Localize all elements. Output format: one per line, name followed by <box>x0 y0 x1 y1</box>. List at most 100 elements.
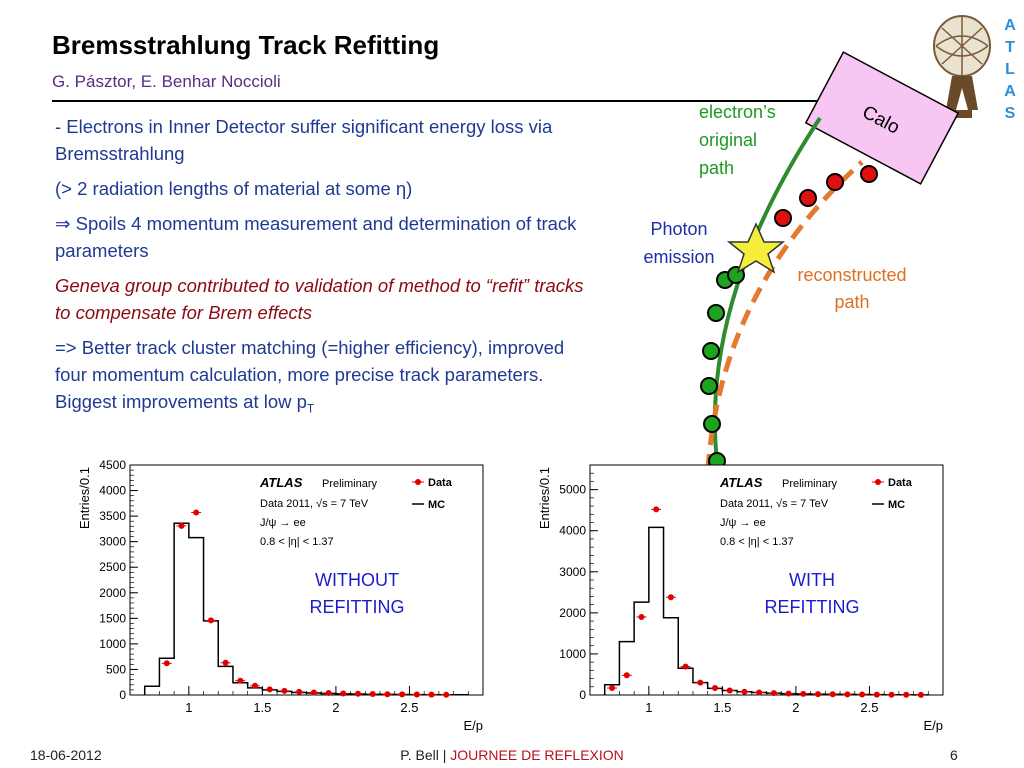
electron-label-line: path <box>699 158 734 178</box>
plot-annotation-line: REFITTING <box>310 597 405 617</box>
title-divider <box>52 100 1024 102</box>
y-tick-label: 4500 <box>99 458 126 472</box>
data-point <box>653 506 660 513</box>
bullet-item: Geneva group contributed to validation o… <box>55 272 585 326</box>
y-tick-label: 1000 <box>559 647 586 661</box>
y-tick-label: 2000 <box>559 606 586 620</box>
photon-label-line: Photon <box>650 219 707 239</box>
data-point <box>310 689 317 696</box>
legend-line: 0.8 < |η| < 1.37 <box>260 536 334 548</box>
histogram-with-refitting: 0 1000 2000 3000 4000 5000 1 1.5 2 2.5 E/p Entries/… <box>537 464 944 733</box>
legend-preliminary: Preliminary <box>322 478 378 490</box>
x-tick-label: 2 <box>792 700 799 715</box>
legend-line: Data 2011, √s = 7 TeV <box>720 498 829 510</box>
data-point <box>609 685 616 692</box>
bullet-subscript: T <box>306 401 315 416</box>
track-diagram: Calo electron’s original path Photon emi… <box>643 51 960 471</box>
y-tick-label: 2000 <box>99 586 126 600</box>
y-tick-label: 4000 <box>559 524 586 538</box>
data-point <box>638 613 645 620</box>
data-point <box>712 685 719 692</box>
plot-annotation-line: WITHOUT <box>315 570 399 590</box>
x-tick-label: 1 <box>185 700 192 715</box>
x-tick-label: 2 <box>332 700 339 715</box>
x-tick-label: 2.5 <box>860 700 878 715</box>
bullet-text: => Better track cluster matching (=highe… <box>55 337 565 412</box>
data-point <box>207 617 214 624</box>
data-point <box>384 691 391 698</box>
slide-authors: G. Pásztor, E. Benhar Noccioli <box>52 72 281 91</box>
reco-label-line: reconstructed <box>797 265 906 285</box>
legend-line: J/ψ → ee <box>720 517 766 529</box>
bullet-item: ⇒ Spoils 4 momentum measurement and dete… <box>55 210 585 264</box>
green-hit-marker <box>707 304 725 322</box>
green-hit-marker <box>702 342 720 360</box>
bullet-item: - Electrons in Inner Detector suffer sig… <box>55 113 585 167</box>
data-point <box>354 690 361 697</box>
photon-star-icon <box>726 222 786 274</box>
y-tick-label: 5000 <box>559 483 586 497</box>
data-point <box>726 687 733 694</box>
x-tick-label: 2.5 <box>400 700 418 715</box>
data-point <box>281 687 288 694</box>
red-hit-marker <box>826 173 844 191</box>
data-point <box>917 691 924 698</box>
legend-line: J/ψ → ee <box>260 517 306 529</box>
red-hit-marker <box>774 209 792 227</box>
data-point <box>443 691 450 698</box>
data-point <box>800 690 807 697</box>
data-point <box>697 679 704 686</box>
bullet-text: Geneva group contributed to validation o… <box>55 275 584 323</box>
data-point <box>340 690 347 697</box>
green-hit-marker <box>700 377 718 395</box>
y-axis-label: Entries/0.1 <box>77 467 92 529</box>
data-point <box>237 677 244 684</box>
y-tick-label: 500 <box>106 662 126 676</box>
y-axis-label: Entries/0.1 <box>537 467 552 529</box>
y-tick-label: 0 <box>119 688 126 702</box>
data-point <box>178 522 185 529</box>
bullet-item: (> 2 radiation lengths of material at so… <box>55 175 585 202</box>
data-point <box>829 691 836 698</box>
footer-separator: | <box>442 747 447 763</box>
x-tick-label: 1 <box>645 700 652 715</box>
reco-label-line: path <box>834 292 869 312</box>
data-point <box>163 660 170 667</box>
data-point <box>888 691 895 698</box>
data-point <box>369 690 376 697</box>
data-point <box>325 689 332 696</box>
calo-box: Calo <box>804 51 960 185</box>
bullet-text: ⇒ Spoils 4 momentum measurement and dete… <box>55 213 577 261</box>
x-axis-label: E/p <box>463 718 483 733</box>
footer-center: P. Bell | JOURNEE DE REFLEXION <box>0 747 1024 763</box>
legend-data-label: Data <box>888 477 913 489</box>
legend-data-label: Data <box>428 477 453 489</box>
data-point <box>623 672 630 679</box>
footer-presenter: P. Bell <box>400 747 439 763</box>
slide-title: Bremsstrahlung Track Refitting <box>52 30 440 60</box>
reco-path-line <box>705 160 864 471</box>
y-tick-label: 2500 <box>99 560 126 574</box>
y-tick-label: 1000 <box>99 637 126 651</box>
data-point <box>770 690 777 697</box>
data-point <box>903 691 910 698</box>
logo-letter: S <box>1005 105 1016 122</box>
legend-line: 0.8 < |η| < 1.37 <box>720 536 794 548</box>
green-hit-marker <box>703 415 721 433</box>
histogram-without-refitting: 0 500 1000 1500 2000 2500 3000 3500 4000 4500 1 1.5… <box>77 458 484 733</box>
plot-annotation-line: WITH <box>789 570 835 590</box>
bullet-list: - Electrons in Inner Detector suffer sig… <box>55 113 585 431</box>
red-hit-marker <box>799 189 817 207</box>
data-point <box>428 691 435 698</box>
photon-label-line: emission <box>643 247 714 267</box>
logo-letter: L <box>1005 61 1015 78</box>
y-tick-label: 3000 <box>99 535 126 549</box>
y-tick-label: 3000 <box>559 565 586 579</box>
plot-frame <box>129 464 484 696</box>
data-point <box>873 691 880 698</box>
legend-mc-label: MC <box>428 499 445 511</box>
data-point <box>844 691 851 698</box>
data-point <box>756 689 763 696</box>
x-tick-label: 1.5 <box>253 700 271 715</box>
footer-event: JOURNEE DE REFLEXION <box>450 747 624 763</box>
